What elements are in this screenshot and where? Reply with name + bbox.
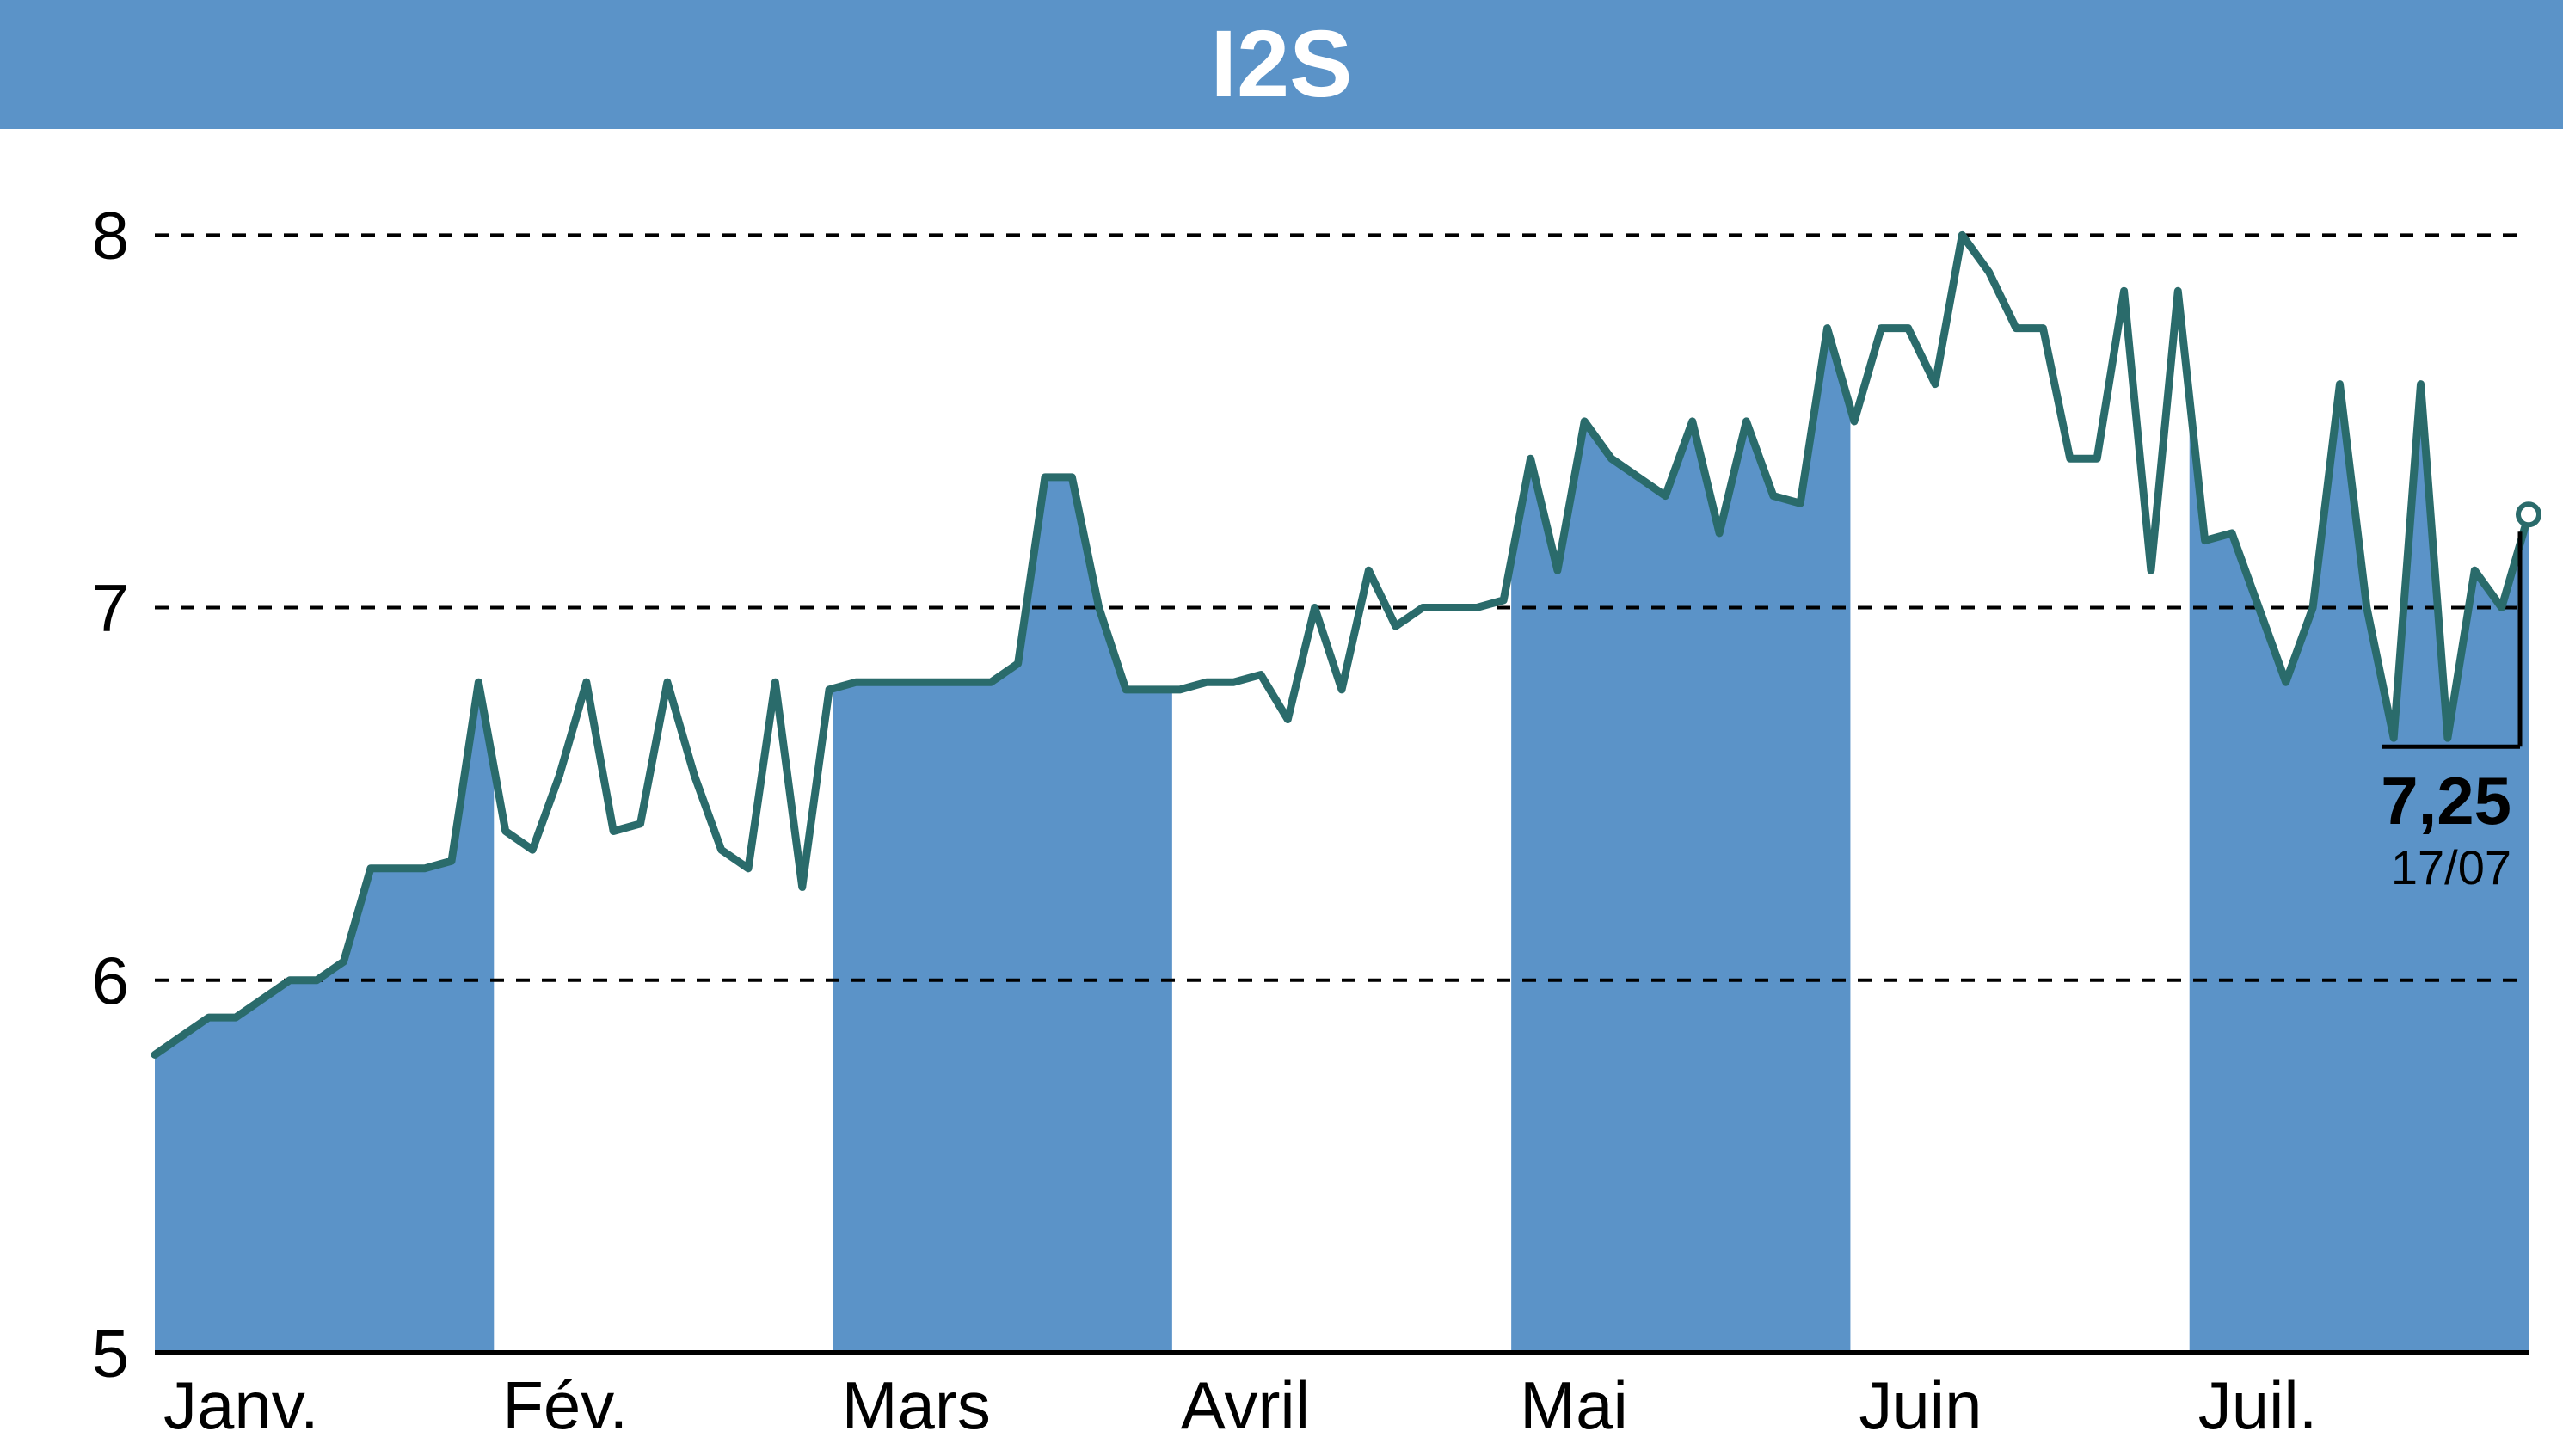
svg-text:Fév.: Fév. <box>502 1367 628 1443</box>
chart-title-bar: I2S <box>0 0 2563 129</box>
price-chart: 5 6 7 8 Janv. Fév. Mars Avril Mai Juin Juil. 7,2517… <box>0 129 2563 1456</box>
svg-text:Juin: Juin <box>1859 1367 1982 1443</box>
svg-text:Janv.: Janv. <box>163 1367 319 1443</box>
svg-text:Avril: Avril <box>1181 1367 1310 1443</box>
svg-text:Juil.: Juil. <box>2198 1367 2318 1443</box>
svg-text:5: 5 <box>92 1315 129 1391</box>
svg-text:7,25: 7,25 <box>2381 763 2511 839</box>
price-chart-svg: 5 6 7 8 Janv. Fév. Mars Avril Mai Juin Juil. 7,2517… <box>0 129 2563 1456</box>
svg-text:17/07: 17/07 <box>2391 840 2511 894</box>
svg-text:7: 7 <box>92 570 129 646</box>
svg-text:Mars: Mars <box>842 1367 991 1443</box>
chart-title-text: I2S <box>1210 11 1352 117</box>
svg-text:8: 8 <box>92 198 129 273</box>
svg-text:Mai: Mai <box>1520 1367 1628 1443</box>
svg-text:6: 6 <box>92 943 129 1018</box>
